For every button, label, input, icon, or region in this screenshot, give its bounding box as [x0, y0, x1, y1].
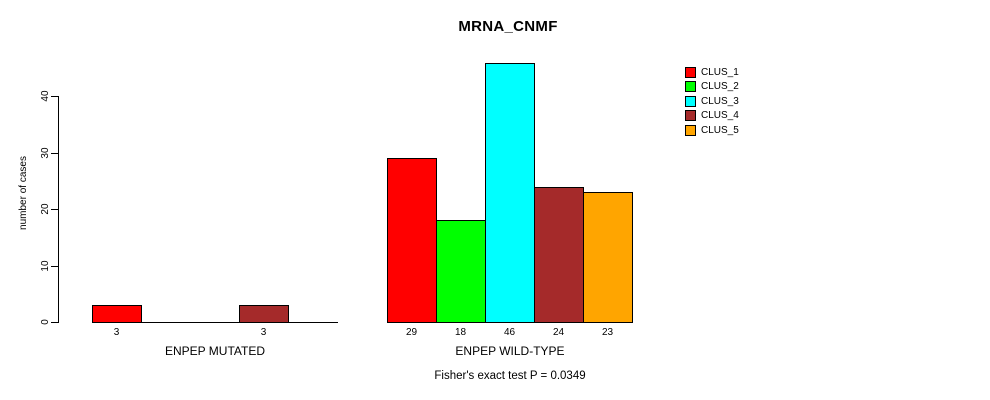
bar-CLUS_3: [485, 62, 535, 323]
legend-swatch-CLUS_4: [685, 110, 696, 122]
y-tick-label: 30: [39, 147, 51, 159]
bar-value-label: 18: [454, 327, 467, 338]
y-tick-label: 20: [39, 203, 51, 215]
bar-value-label: 23: [601, 327, 614, 338]
bar-value-label: 3: [260, 327, 267, 338]
legend-label: CLUS_3: [701, 95, 739, 107]
legend-item: CLUS_4: [685, 109, 739, 124]
y-tick-label: 10: [39, 260, 51, 272]
y-tick: [51, 265, 58, 267]
bar-value-label: 46: [503, 327, 516, 338]
bar-CLUS_1: [92, 305, 142, 323]
group-baseline: [92, 322, 338, 323]
legend-swatch-CLUS_5: [685, 124, 696, 136]
legend-item: CLUS_2: [685, 80, 739, 95]
bar-value-label: 29: [405, 327, 418, 338]
legend-item: CLUS_5: [685, 123, 739, 138]
legend-label: CLUS_1: [701, 66, 739, 78]
bar-value-label: 24: [552, 327, 565, 338]
legend-item: CLUS_1: [685, 65, 739, 80]
y-tick: [51, 96, 58, 98]
bar-CLUS_1: [387, 158, 437, 323]
stat-annotation: Fisher's exact test P = 0.0349: [434, 370, 586, 382]
bar-CLUS_2: [436, 220, 486, 323]
legend: CLUS_1 CLUS_2 CLUS_3 CLUS_4 CLUS_5: [685, 65, 739, 138]
y-tick: [51, 322, 58, 323]
chart-title: MRNA_CNMF: [458, 18, 558, 35]
y-tick-label: 40: [39, 90, 51, 102]
legend-label: CLUS_2: [701, 81, 739, 93]
legend-swatch-CLUS_1: [685, 66, 696, 78]
y-tick-label: 0: [39, 319, 51, 325]
legend-label: CLUS_4: [701, 110, 739, 122]
bar-CLUS_4: [534, 186, 584, 323]
group-label-enpep-wild-type: ENPEP WILD-TYPE: [455, 344, 565, 358]
group-label-enpep-mutated: ENPEP MUTATED: [164, 344, 265, 358]
bar-CLUS_4: [239, 305, 289, 323]
y-axis-line: [58, 96, 59, 323]
legend-label: CLUS_5: [701, 124, 739, 136]
y-tick: [51, 209, 58, 211]
legend-swatch-CLUS_3: [685, 95, 696, 107]
legend-swatch-CLUS_2: [685, 81, 696, 93]
y-tick: [51, 152, 58, 154]
bar-value-label: 3: [113, 327, 120, 338]
bar-CLUS_5: [583, 192, 633, 323]
legend-item: CLUS_3: [685, 94, 739, 109]
